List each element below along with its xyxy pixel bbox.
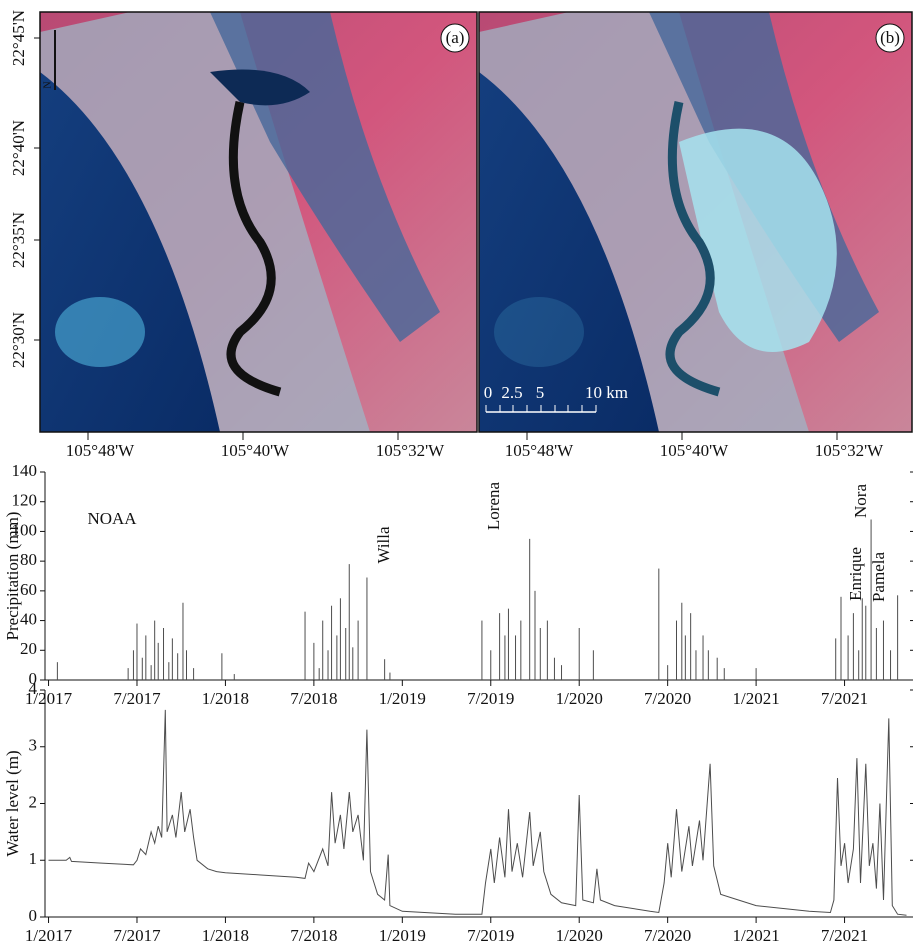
x-tick-label: 7/2019 (467, 926, 514, 945)
y-tick-label: 100 (12, 520, 38, 539)
panel-frame (478, 11, 913, 433)
y-tick-label: 0 (29, 669, 38, 688)
satellite-image (479, 12, 912, 432)
annotation: Lorena (484, 481, 503, 530)
y-tick-label: 0 (29, 906, 38, 925)
x-tick-label: 7/2021 (821, 926, 868, 945)
panel-frame (39, 11, 478, 433)
lon-label: 105°32'W (815, 441, 884, 460)
x-tick-label: 7/2019 (467, 689, 514, 708)
y-axis-label: Water level (m) (3, 750, 22, 856)
x-tick-label: 1/2020 (556, 926, 603, 945)
scale-label: 0 (484, 383, 493, 402)
x-tick-label: 1/2021 (732, 926, 779, 945)
coastal-plain (40, 12, 370, 432)
water-level-line (48, 709, 907, 916)
lon-label: 105°48'W (505, 441, 574, 460)
ocean-haze (55, 297, 145, 367)
lon-label: 105°40'W (660, 441, 729, 460)
x-tick-label: 7/2017 (113, 689, 161, 708)
y-tick-label: 140 (12, 461, 38, 480)
x-tick-label: 1/2018 (202, 689, 249, 708)
coastal-plain (479, 12, 809, 432)
river (226, 101, 282, 397)
y-tick-label: 2 (29, 792, 38, 811)
annotation: NOAA (87, 509, 137, 528)
panel-label: (a) (446, 28, 465, 47)
x-tick-label: 1/2017 (25, 926, 73, 945)
y-tick-label: 3 (29, 736, 38, 755)
lat-label: 22°35'N (9, 212, 28, 268)
lagoon (210, 69, 310, 106)
panel-label-circle (875, 23, 905, 53)
x-tick-label: 1/2019 (379, 926, 426, 945)
x-tick-label: 7/2018 (290, 926, 337, 945)
annotation: Nora (851, 484, 870, 518)
x-tick-label: 7/2020 (644, 689, 691, 708)
y-tick-label: 4 (29, 679, 38, 698)
x-tick-label: 7/2017 (113, 926, 161, 945)
lat-label: 22°30'N (9, 312, 28, 368)
annotation: Pamela (869, 552, 888, 602)
river (665, 101, 721, 397)
x-tick-label: 1/2017 (25, 689, 73, 708)
ocean-haze (494, 297, 584, 367)
x-tick-label: 1/2018 (202, 926, 249, 945)
x-tick-label: 1/2021 (732, 689, 779, 708)
flood-plume (679, 128, 837, 352)
north-label: N (42, 81, 53, 88)
scale-label: 10 km (585, 383, 628, 402)
lat-label: 22°40'N (9, 120, 28, 176)
x-tick-label: 1/2019 (379, 689, 426, 708)
x-tick-label: 7/2021 (821, 689, 868, 708)
y-tick-label: 20 (20, 639, 37, 658)
lat-label: 22°45'N (9, 10, 28, 66)
scale-label: 5 (536, 383, 545, 402)
y-tick-label: 1 (29, 849, 38, 868)
panel-label-circle (440, 23, 470, 53)
x-tick-label: 7/2020 (644, 926, 691, 945)
y-tick-label: 120 (12, 491, 38, 510)
lon-label: 105°32'W (376, 441, 445, 460)
annotation: Enrique (846, 547, 865, 601)
annotation: Willa (374, 526, 393, 564)
y-axis-label: Precipitation (mm) (3, 512, 22, 641)
x-tick-label: 7/2018 (290, 689, 337, 708)
lon-label: 105°48'W (66, 441, 135, 460)
panel-label: (b) (880, 28, 900, 47)
x-tick-label: 1/2020 (556, 689, 603, 708)
y-tick-label: 40 (20, 609, 37, 628)
y-tick-label: 80 (20, 550, 37, 569)
scale-label: 2.5 (501, 383, 522, 402)
satellite-image (40, 12, 477, 432)
lon-label: 105°40'W (221, 441, 290, 460)
ocean (479, 72, 659, 432)
y-tick-label: 60 (20, 580, 37, 599)
